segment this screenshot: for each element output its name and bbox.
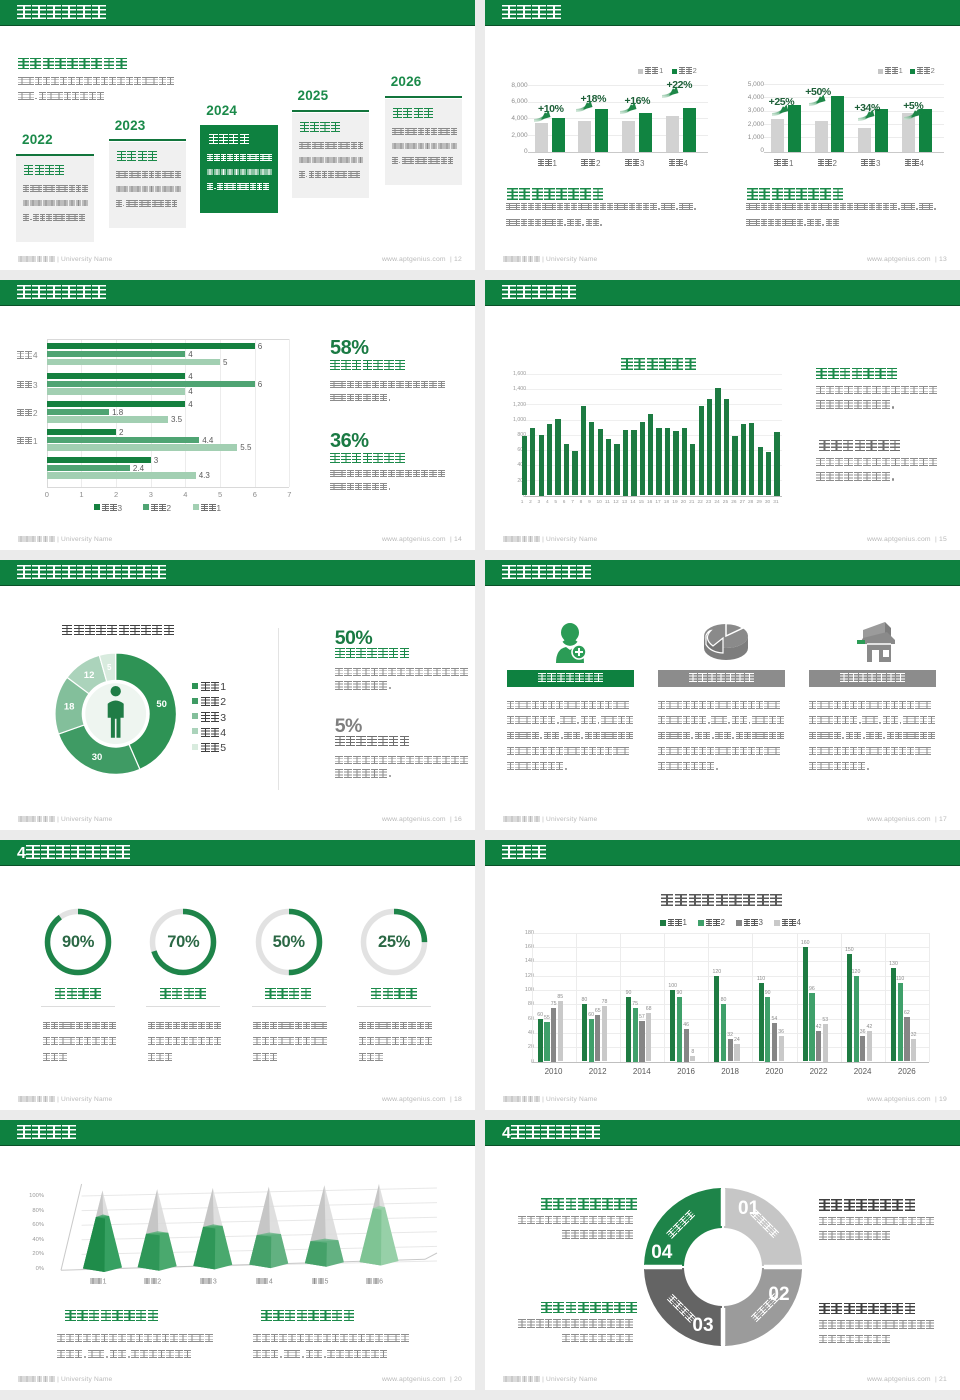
svg-text:50: 50	[156, 699, 167, 710]
svg-text:5: 5	[107, 663, 112, 672]
svg-text:18: 18	[64, 702, 75, 713]
svg-text:12: 12	[84, 670, 95, 681]
svg-text:30: 30	[92, 752, 103, 763]
